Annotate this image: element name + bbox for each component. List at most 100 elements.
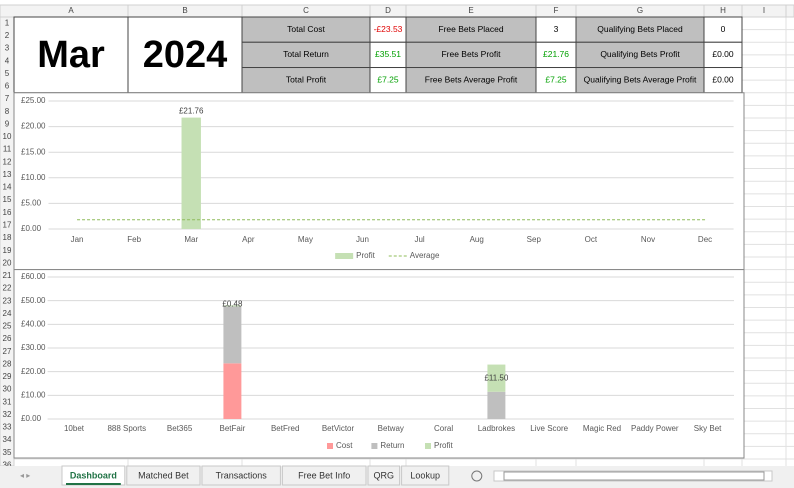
sheet-tab-label[interactable]: Transactions [216, 470, 268, 480]
summary-label-cell [241, 41, 371, 69]
summary-label: Qualifying Bets Average Profit [584, 74, 697, 84]
sheet-tab-label[interactable]: Lookup [410, 470, 440, 480]
summary-value: £35.51 [375, 49, 401, 59]
summary-label-cell [575, 16, 705, 43]
row-header: 18 [3, 233, 12, 242]
column-header: A [68, 6, 74, 15]
summary-label-cell [405, 16, 537, 43]
x-tick-label: BetFair [220, 424, 246, 433]
x-tick-label: BetVictor [322, 424, 355, 433]
summary-label: Free Bets Average Profit [425, 74, 518, 84]
sheet-tab[interactable] [281, 465, 367, 486]
column-header: D [385, 6, 391, 15]
summary-value: 0 [721, 24, 726, 34]
row-header: 36 [3, 460, 12, 469]
summary-label: Total Cost [287, 24, 325, 34]
sheet-tab[interactable] [367, 465, 401, 486]
column-header: E [468, 6, 473, 15]
y-tick-label: £10.00 [21, 390, 46, 399]
summary-label-cell [241, 67, 371, 94]
bar-segment [487, 364, 506, 392]
summary-value: £0.00 [712, 49, 734, 59]
row-header: 33 [3, 423, 12, 432]
row-header: 23 [3, 296, 12, 305]
summary-label: Qualifying Bets Placed [597, 24, 683, 34]
x-tick-label: Sep [527, 235, 542, 244]
row-header: 30 [3, 385, 12, 394]
summary-label: Free Bets Profit [441, 49, 501, 59]
column-header: H [720, 6, 726, 15]
summary-value: £0.00 [712, 74, 734, 84]
y-tick-label: £10.00 [21, 173, 46, 182]
x-tick-label: Coral [434, 424, 453, 433]
y-tick-label: £20.00 [21, 367, 46, 376]
x-tick-label: Paddy Power [631, 424, 679, 433]
x-tick-label: Mar [184, 235, 198, 244]
row-header: 32 [3, 410, 12, 419]
column-header-bar [0, 4, 794, 18]
column-header: G [637, 6, 643, 15]
row-header: 6 [5, 82, 10, 91]
x-tick-label: Dec [698, 235, 712, 244]
x-tick-label: Aug [470, 235, 484, 244]
bar-segment [223, 363, 242, 419]
sheet-tab-label[interactable]: Dashboard [70, 470, 117, 480]
x-tick-label: Nov [641, 235, 655, 244]
row-header: 19 [3, 246, 12, 255]
column-header: C [303, 6, 309, 15]
y-tick-label: £60.00 [21, 272, 46, 281]
sheet-tab-label[interactable]: Matched Bet [138, 470, 189, 480]
summary-value-cell [369, 41, 407, 69]
sheet-tab[interactable] [401, 465, 450, 486]
date-year: 2024 [143, 34, 228, 76]
summary-value-cell [703, 67, 743, 94]
row-header: 11 [3, 145, 12, 154]
x-tick-label: Betway [378, 424, 404, 433]
summary-label: Total Return [283, 49, 329, 59]
summary-value-cell [535, 16, 577, 43]
x-tick-label: May [298, 235, 313, 244]
summary-value: £21.76 [543, 49, 569, 59]
legend-label: Return [380, 441, 404, 450]
chart-area [13, 92, 745, 271]
summary-label: Total Profit [286, 74, 327, 84]
x-tick-label: Jun [356, 235, 369, 244]
summary-value-cell [535, 67, 577, 94]
scroll-thumb[interactable] [503, 471, 765, 481]
summary-label-cell [241, 16, 371, 43]
add-sheet-button[interactable] [471, 470, 483, 482]
row-header: 29 [3, 372, 12, 381]
y-tick-label: £20.00 [21, 122, 46, 131]
x-tick-label: Jul [414, 235, 424, 244]
column-header: F [554, 6, 559, 15]
x-tick-label: Feb [127, 235, 141, 244]
row-header: 9 [5, 119, 10, 128]
row-header: 22 [3, 284, 12, 293]
x-tick-label: Magic Red [583, 424, 621, 433]
row-header: 14 [3, 183, 12, 192]
row-header: 21 [3, 271, 12, 280]
y-tick-label: £25.00 [21, 96, 46, 105]
y-tick-label: £50.00 [21, 296, 46, 305]
sheet-tab-label[interactable]: Free Bet Info [298, 470, 350, 480]
bar-segment [487, 391, 506, 419]
sheet-tab-label[interactable]: QRG [374, 470, 395, 480]
row-header: 2 [5, 31, 10, 40]
row-header: 4 [5, 56, 10, 65]
sheet-tab[interactable] [201, 465, 281, 486]
row-header: 16 [3, 208, 12, 217]
bar-segment [223, 306, 242, 364]
sheet-tab[interactable] [126, 465, 201, 486]
row-header: 25 [3, 322, 12, 331]
x-tick-label: 888 Sports [107, 424, 146, 433]
x-tick-label: Jan [71, 235, 84, 244]
row-header: 26 [3, 334, 12, 343]
row-header: 27 [3, 347, 12, 356]
row-header: 5 [5, 69, 10, 78]
date-month: Mar [37, 34, 105, 76]
summary-value: £7.25 [377, 74, 399, 84]
summary-label: Free Bets Placed [438, 24, 503, 34]
x-tick-label: Ladbrokes [478, 424, 515, 433]
row-header: 8 [5, 107, 10, 116]
row-header: 20 [3, 258, 12, 267]
